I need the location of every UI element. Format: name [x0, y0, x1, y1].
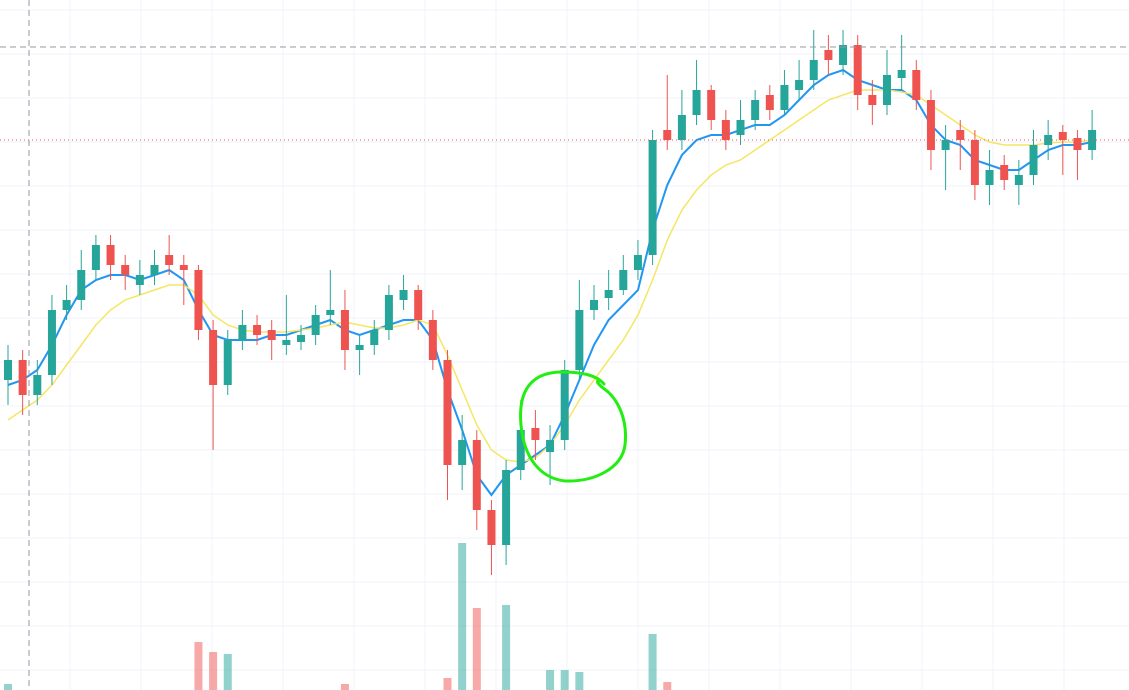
candle-body — [487, 510, 496, 545]
candle-body — [985, 170, 994, 185]
volume-bar — [443, 678, 452, 690]
candle-body — [590, 300, 598, 310]
volume-bar — [4, 684, 12, 690]
candle-body — [1014, 175, 1023, 185]
candle-body — [765, 95, 774, 110]
volume-bar — [194, 642, 203, 690]
candle-body — [604, 290, 613, 298]
candle-body — [326, 310, 335, 315]
volume-bar — [546, 670, 555, 690]
candle-body — [223, 340, 232, 385]
candle-body — [956, 130, 965, 140]
candle-body — [824, 50, 833, 60]
candle-body — [839, 45, 848, 65]
candle-body — [575, 310, 584, 370]
candle-body — [516, 430, 525, 470]
candle-body — [355, 345, 364, 350]
candle-body — [179, 265, 188, 270]
candle-body — [531, 428, 540, 440]
candle-body — [135, 275, 144, 285]
candle-body — [853, 45, 862, 95]
candle-body — [677, 115, 686, 140]
candle-body — [868, 95, 877, 105]
volume-bar — [575, 672, 584, 690]
candle-body — [941, 140, 950, 150]
candle-body — [399, 290, 408, 300]
candle-body — [1058, 132, 1067, 140]
candle-body — [721, 120, 730, 140]
volume-bar — [209, 652, 218, 690]
candle-body — [560, 370, 569, 440]
volume-bar — [560, 670, 569, 690]
candle-body — [926, 100, 935, 150]
volume-bar — [472, 608, 481, 690]
candle-body — [414, 290, 423, 320]
candle-body — [106, 245, 115, 265]
candle-body — [883, 75, 891, 105]
candle-body — [121, 265, 130, 275]
volume-bar — [458, 543, 467, 690]
candle-body — [91, 245, 100, 270]
candle-body — [194, 270, 203, 330]
candle-body — [692, 90, 701, 115]
candle-body — [736, 120, 745, 135]
candle-body — [340, 310, 349, 350]
candle-body — [633, 255, 642, 270]
candle-body — [897, 70, 906, 78]
candle-body — [751, 100, 760, 120]
candle-body — [267, 330, 276, 340]
candle-body — [77, 270, 86, 300]
candle-body — [546, 440, 555, 452]
candle-body — [253, 325, 262, 335]
candle-body — [502, 470, 511, 545]
candle-body — [238, 325, 247, 340]
volume-bar — [340, 684, 349, 690]
candle-body — [809, 60, 818, 80]
candle-body — [780, 85, 789, 110]
candle-body — [370, 330, 379, 345]
volume-layer — [4, 543, 672, 690]
volume-bar — [663, 682, 672, 690]
candle-body — [297, 335, 305, 342]
candle-body — [970, 140, 979, 185]
candle-body — [1000, 165, 1009, 180]
candle-body — [18, 360, 27, 395]
candle-body — [33, 375, 42, 395]
candle-body — [62, 300, 71, 310]
candle-body — [912, 70, 921, 100]
candle-body — [282, 340, 291, 345]
candle-body — [619, 270, 628, 290]
candle-body — [47, 310, 56, 375]
candle-body — [443, 360, 452, 465]
candle-body — [1029, 145, 1038, 175]
candle-body — [472, 440, 481, 510]
candle-body — [384, 295, 393, 330]
candle-layer — [4, 30, 1097, 575]
volume-bar — [223, 654, 232, 690]
candle-body — [311, 315, 320, 335]
candle-body — [1073, 138, 1082, 150]
candle-body — [165, 255, 174, 265]
candle-body — [4, 360, 12, 380]
candle-body — [209, 330, 218, 385]
hand-drawn-circle — [519, 370, 628, 483]
candle-body — [707, 90, 716, 120]
volume-bar — [502, 605, 511, 690]
candle-body — [458, 440, 467, 465]
candle-body — [795, 80, 804, 90]
candle-body — [663, 130, 672, 140]
candle-body — [428, 320, 437, 360]
volume-bar — [648, 634, 657, 690]
candle-body — [648, 140, 657, 255]
candle-body — [150, 265, 159, 275]
